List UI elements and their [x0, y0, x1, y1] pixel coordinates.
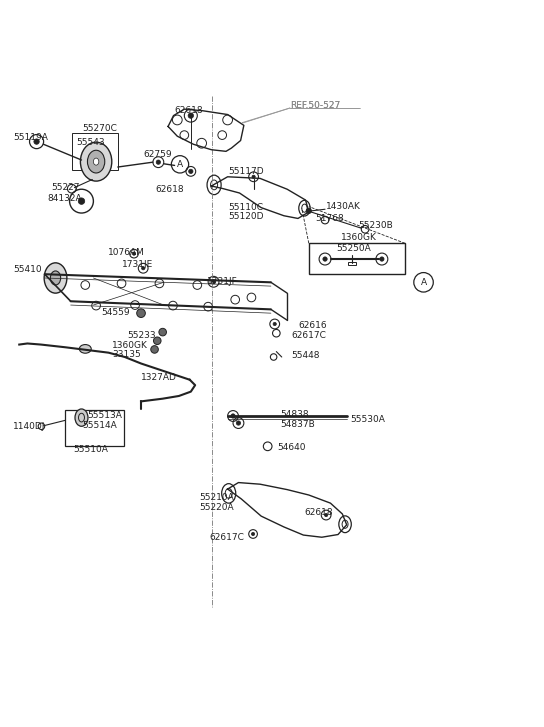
Text: 1430AK: 1430AK: [326, 202, 361, 211]
Text: 55233: 55233: [127, 331, 156, 340]
Text: 33135: 33135: [113, 350, 141, 359]
Text: 55220A: 55220A: [199, 503, 233, 512]
Circle shape: [137, 309, 145, 318]
Text: 55513A: 55513A: [87, 411, 122, 420]
Circle shape: [325, 513, 327, 517]
Text: 55510A: 55510A: [73, 444, 108, 454]
Text: 62617C: 62617C: [291, 331, 326, 340]
Circle shape: [231, 414, 235, 418]
Ellipse shape: [44, 263, 67, 293]
Text: 54640: 54640: [277, 443, 306, 452]
Text: A: A: [177, 160, 183, 169]
Text: 55110C: 55110C: [228, 203, 264, 212]
Text: 54838: 54838: [280, 410, 309, 419]
Circle shape: [251, 532, 255, 536]
Circle shape: [141, 267, 145, 270]
Text: 54559: 54559: [102, 308, 130, 317]
Text: 62618: 62618: [156, 185, 184, 193]
Ellipse shape: [79, 345, 91, 353]
Circle shape: [273, 322, 276, 326]
Circle shape: [159, 329, 166, 336]
Text: 55119A: 55119A: [13, 133, 48, 142]
Bar: [72, 133, 118, 169]
Bar: [65, 409, 123, 446]
Circle shape: [252, 175, 255, 178]
Text: 62617C: 62617C: [210, 534, 245, 542]
Text: 55120D: 55120D: [228, 212, 264, 221]
Ellipse shape: [51, 271, 60, 285]
Circle shape: [380, 257, 384, 261]
Text: 1327AD: 1327AD: [141, 373, 177, 382]
Text: 1360GK: 1360GK: [341, 233, 377, 242]
Text: 1076AM: 1076AM: [108, 248, 145, 257]
Bar: [348, 262, 356, 265]
Text: 62618: 62618: [175, 105, 203, 115]
Text: 1140DJ: 1140DJ: [13, 422, 46, 431]
Circle shape: [151, 345, 158, 353]
Text: 62618: 62618: [305, 508, 333, 517]
Circle shape: [132, 252, 135, 255]
Text: 1360GK: 1360GK: [113, 340, 148, 350]
Text: A: A: [421, 278, 426, 287]
Circle shape: [323, 257, 327, 261]
Circle shape: [306, 208, 312, 214]
Text: 54837B: 54837B: [280, 419, 315, 429]
Text: 62759: 62759: [143, 150, 172, 159]
Text: 55530A: 55530A: [350, 414, 385, 424]
Text: 55227: 55227: [51, 182, 79, 191]
Text: 55210A: 55210A: [199, 493, 234, 502]
Bar: [309, 244, 405, 274]
Circle shape: [189, 169, 193, 174]
Text: 55250A: 55250A: [336, 244, 370, 253]
Text: 55270C: 55270C: [83, 124, 118, 133]
Text: 1731JE: 1731JE: [121, 260, 153, 269]
Ellipse shape: [88, 150, 105, 173]
Text: 55448: 55448: [291, 351, 319, 361]
Circle shape: [156, 160, 160, 164]
Ellipse shape: [94, 158, 99, 165]
Text: 55117D: 55117D: [228, 167, 264, 176]
Circle shape: [153, 337, 161, 345]
Text: 1731JF: 1731JF: [207, 277, 238, 286]
Ellipse shape: [75, 409, 88, 426]
Text: 55410: 55410: [13, 265, 42, 274]
Text: 55514A: 55514A: [83, 421, 118, 430]
Text: REF.50-527: REF.50-527: [290, 101, 340, 111]
Circle shape: [188, 113, 194, 119]
Circle shape: [212, 280, 216, 284]
Text: 84132A: 84132A: [47, 194, 82, 203]
Circle shape: [34, 139, 39, 144]
Text: REF.50-527: REF.50-527: [290, 101, 340, 111]
Text: 51768: 51768: [316, 214, 344, 223]
Text: 55230B: 55230B: [358, 221, 393, 230]
Circle shape: [236, 421, 240, 425]
Ellipse shape: [81, 142, 112, 181]
Circle shape: [78, 198, 85, 204]
Text: 55543: 55543: [76, 138, 104, 147]
Text: 62616: 62616: [298, 321, 326, 330]
